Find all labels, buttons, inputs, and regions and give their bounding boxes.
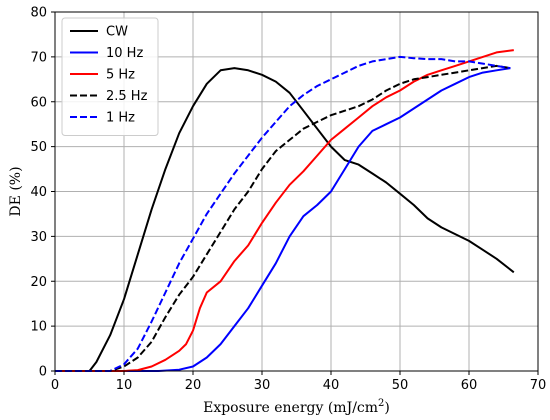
series-line-1-hz — [55, 55, 511, 372]
y-tick-label: 60 — [30, 95, 47, 110]
series-line-5-hz — [55, 49, 514, 372]
y-tick-label: 30 — [30, 230, 47, 245]
x-axis-title: Exposure energy (mJ/cm2) — [203, 398, 390, 416]
x-axis-title-suffix: ) — [384, 400, 389, 416]
series-line-cw — [55, 67, 515, 372]
x-tick-label: 10 — [116, 378, 133, 393]
legend-label-1-hz: 1 Hz — [106, 111, 135, 126]
legend: CW 10 Hz 5 Hz 2.5 Hz 1 Hz — [61, 17, 159, 136]
y-tick-label: 50 — [30, 140, 47, 155]
x-axis-title-sup: 2 — [378, 398, 384, 409]
legend-label-2-5-hz: 2.5 Hz — [106, 89, 148, 104]
legend-label-10-hz: 10 Hz — [106, 46, 143, 61]
axis-ticks: 0 10 20 30 40 50 60 70 0 10 20 30 40 50 60 70 80 — [30, 6, 546, 394]
y-tick-label: 0 — [39, 365, 47, 380]
series-layer — [55, 49, 515, 372]
x-axis-title-main: Exposure energy (mJ/cm — [203, 400, 378, 416]
y-tick-label: 80 — [30, 6, 47, 21]
x-tick-label: 70 — [530, 378, 547, 393]
y-tick-label: 20 — [30, 275, 47, 290]
x-tick-label: 20 — [185, 378, 202, 393]
series-line-2-5-hz — [55, 64, 511, 372]
legend-label-cw: CW — [106, 25, 128, 40]
legend-box — [61, 17, 159, 136]
legend-label-5-hz: 5 Hz — [106, 68, 135, 83]
x-tick-label: 50 — [392, 378, 409, 393]
y-tick-label: 40 — [30, 185, 47, 200]
y-axis-title: DE (%) — [8, 166, 24, 216]
y-tick-label: 10 — [30, 320, 47, 335]
x-tick-label: 40 — [323, 378, 340, 393]
x-tick-label: 0 — [51, 378, 59, 393]
y-tick-label: 70 — [30, 50, 47, 65]
series-line-10-hz — [55, 67, 511, 372]
x-tick-label: 30 — [254, 378, 271, 393]
x-tick-label: 60 — [461, 378, 478, 393]
